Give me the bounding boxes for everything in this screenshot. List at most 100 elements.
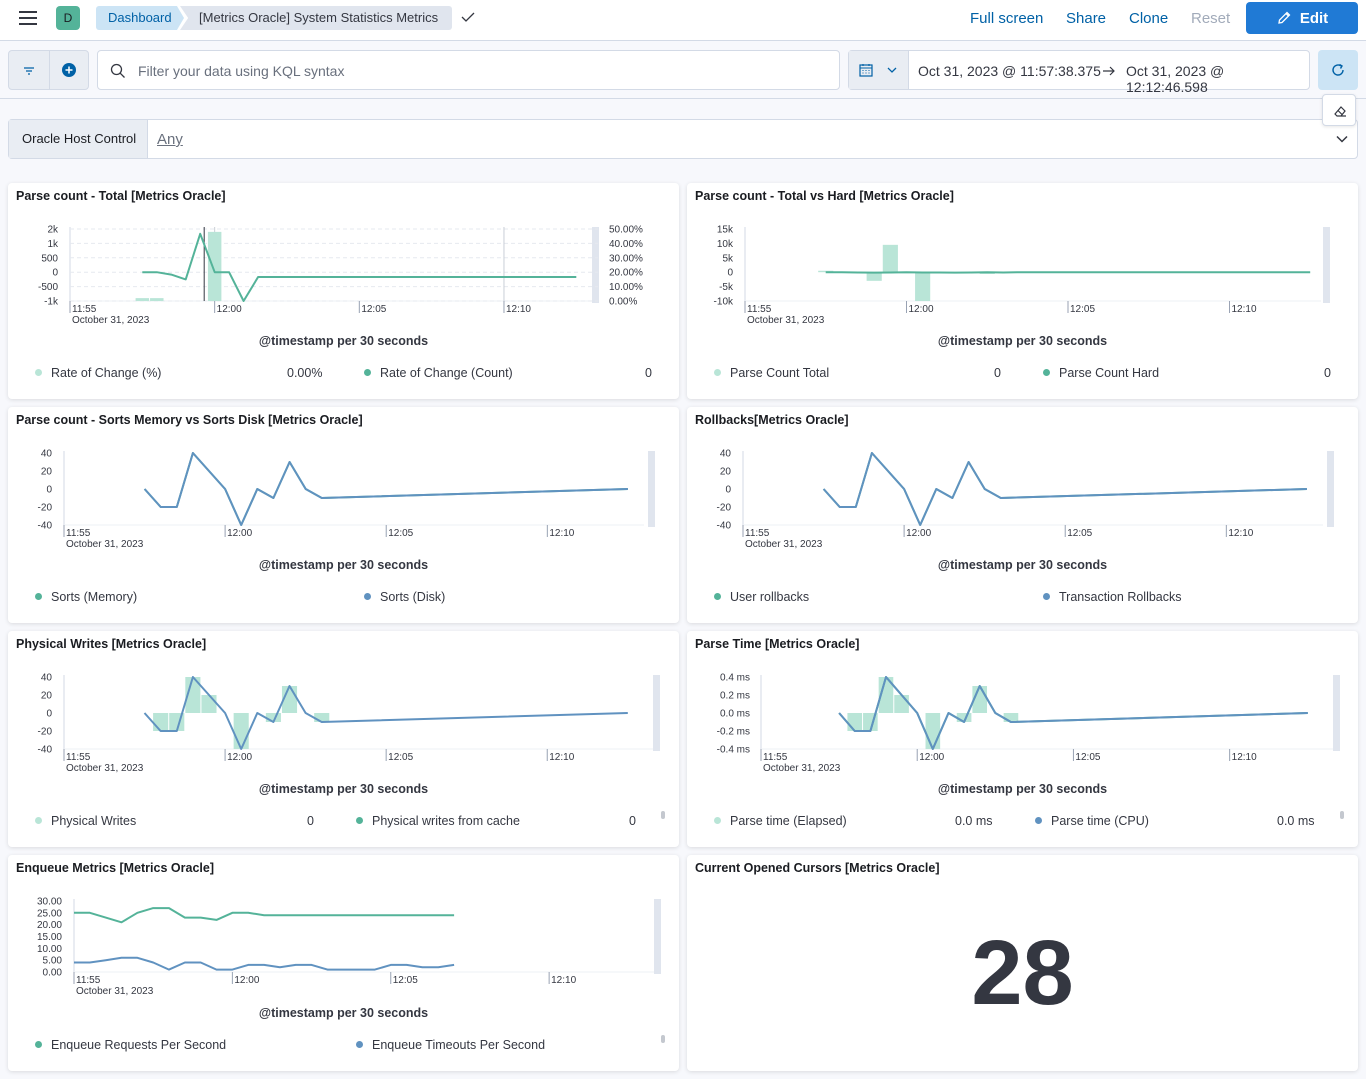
y-tick-label: -40 — [717, 521, 732, 532]
legend-item[interactable]: Parse Count Hard — [1043, 366, 1159, 380]
control-value[interactable]: Any — [157, 131, 183, 148]
chevron-down-icon[interactable] — [1335, 132, 1349, 146]
legend-swatch — [1043, 369, 1050, 376]
legend-item[interactable]: Rate of Change (%) — [35, 366, 161, 380]
x-date-label: October 31, 2023 — [747, 315, 825, 326]
x-tick-label: 11:55 — [763, 752, 788, 763]
legend-value: 0.0 ms — [955, 814, 993, 828]
legend-item[interactable]: Sorts (Memory) — [35, 590, 137, 604]
x-tick-label: 12:00 — [217, 304, 242, 315]
y-tick-label: 20 — [41, 691, 53, 702]
legend-item[interactable]: Physical Writes — [35, 814, 136, 828]
legend-item[interactable]: Sorts (Disk) — [364, 590, 445, 604]
menu-icon[interactable] — [19, 11, 37, 25]
clone-link[interactable]: Clone — [1129, 10, 1169, 27]
brush-handle — [653, 675, 660, 751]
legend-value: 0 — [994, 366, 1001, 380]
y-tick-label: 20 — [41, 467, 53, 478]
share-link[interactable]: Share — [1066, 10, 1107, 27]
panel-title: Rollbacks[Metrics Oracle] — [695, 413, 849, 427]
breadcrumb-dashboard[interactable]: Dashboard — [96, 6, 184, 30]
x-axis-title: @timestamp per 30 seconds — [258, 558, 429, 572]
series-line — [838, 676, 1308, 750]
panel-title: Current Opened Cursors [Metrics Oracle] — [695, 861, 940, 875]
filter-menu-icon[interactable] — [22, 64, 36, 78]
legend-item[interactable]: Parse Count Total — [714, 366, 829, 380]
y-tick-label: -5k — [719, 282, 734, 293]
refresh-button[interactable] — [1318, 50, 1358, 90]
reset-link[interactable]: Reset — [1191, 10, 1231, 27]
legend-label: Rate of Change (Count) — [380, 366, 513, 380]
edit-button-label: Edit — [1299, 9, 1329, 27]
legend-item[interactable]: Transaction Rollbacks — [1043, 590, 1182, 604]
bar — [233, 713, 249, 749]
oracle-host-control[interactable]: Oracle Host Control Any — [8, 119, 1358, 159]
legend-swatch — [356, 1041, 363, 1048]
calendar-icon — [859, 64, 873, 77]
x-axis-title: @timestamp per 30 seconds — [937, 558, 1108, 572]
y-right-tick-label: 10.00% — [609, 282, 643, 293]
legend-scrollbar[interactable] — [1340, 811, 1344, 819]
panel-enqueue-metrics: Enqueue Metrics [Metrics Oracle] 30.00 25… — [8, 855, 679, 1071]
y-right-tick-label: 0.00% — [609, 297, 637, 308]
legend-swatch — [364, 369, 371, 376]
y-tick-label: -40 — [38, 745, 53, 756]
legend-scrollbar[interactable] — [661, 811, 665, 819]
y-tick-label: -500 — [38, 282, 58, 293]
bar — [207, 231, 222, 301]
x-tick-label: 12:10 — [549, 528, 574, 539]
legend-scrollbar[interactable] — [661, 1035, 665, 1043]
series-line — [838, 676, 1308, 750]
legend-item[interactable]: User rollbacks — [714, 590, 809, 604]
x-tick-label: 12:00 — [234, 975, 259, 986]
legend-label: Sorts (Memory) — [51, 590, 138, 604]
date-end[interactable]: Oct 31, 2023 @ 12:12:46.598 — [1126, 63, 1225, 95]
legend-swatch — [714, 369, 721, 376]
add-filter-icon[interactable] — [61, 62, 77, 78]
edit-button[interactable]: Edit — [1246, 2, 1358, 34]
y-tick-label: -20 — [717, 503, 732, 514]
x-date-label: October 31, 2023 — [763, 763, 841, 774]
legend-item[interactable]: Parse time (CPU) — [1035, 814, 1149, 828]
bar — [135, 298, 150, 301]
x-date-label: October 31, 2023 — [72, 315, 150, 326]
date-start[interactable]: Oct 31, 2023 @ 11:57:38.375 — [918, 63, 1101, 79]
legend-label: Parse time (Elapsed) — [730, 814, 847, 828]
x-tick-label: 12:00 — [919, 752, 944, 763]
legend-item[interactable]: Enqueue Timeouts Per Second — [356, 1038, 545, 1052]
chevron-down-icon — [887, 67, 897, 73]
panel-rollbacks: Rollbacks[Metrics Oracle] 40 20 0 -20 -40 11:… — [687, 407, 1358, 623]
y-tick-label: 1k — [47, 239, 59, 250]
bar — [866, 272, 882, 281]
brush-handle — [654, 899, 661, 974]
parse-count-total-chart: 2k 1k 500 0 -500 -1k 50.00% 40.00% 30.00% 20.00% 1… — [38, 225, 643, 327]
panel-parse-count-total-vs-hard: Parse count - Total vs Hard [Metrics Ora… — [687, 183, 1358, 399]
y-tick-label: 2k — [47, 225, 59, 236]
kql-search-input[interactable]: Filter your data using KQL syntax — [97, 50, 840, 90]
legend-swatch — [35, 369, 42, 376]
legend-swatch — [35, 593, 42, 600]
quick-date-menu[interactable] — [849, 51, 909, 89]
legend-label: Sorts (Disk) — [380, 590, 446, 604]
x-tick-label: 12:05 — [388, 528, 413, 539]
y-tick-label: 0 — [46, 485, 52, 496]
x-tick-label: 12:10 — [549, 752, 574, 763]
legend-item[interactable]: Parse time (Elapsed) — [714, 814, 847, 828]
bar — [201, 695, 217, 713]
legend-value: 0.0 ms — [1277, 814, 1315, 828]
x-date-label: October 31, 2023 — [76, 986, 154, 997]
legend-item[interactable]: Physical writes from cache — [356, 814, 520, 828]
panel-title: Parse count - Total [Metrics Oracle] — [16, 189, 226, 203]
parse-count-total-vs-hard-chart: 15k 10k 5k 0 -5k -10k 11:55 12:00 12:05 12:10 Octo… — [714, 225, 1330, 326]
control-label: Oracle Host Control — [9, 120, 148, 158]
full-screen-link[interactable]: Full screen — [970, 10, 1044, 27]
date-picker[interactable]: Oct 31, 2023 @ 11:57:38.375 Oct 31, 2023… — [848, 50, 1310, 95]
brush-handle — [1327, 451, 1334, 527]
y-tick-label: -20 — [38, 503, 53, 514]
legend-item[interactable]: Rate of Change (Count) — [364, 366, 513, 380]
space-avatar[interactable]: D — [56, 6, 80, 30]
clear-controls-button[interactable] — [1322, 94, 1356, 126]
legend-item[interactable]: Enqueue Requests Per Second — [35, 1038, 226, 1052]
bar — [894, 695, 909, 713]
panel-title: Enqueue Metrics [Metrics Oracle] — [16, 861, 214, 875]
